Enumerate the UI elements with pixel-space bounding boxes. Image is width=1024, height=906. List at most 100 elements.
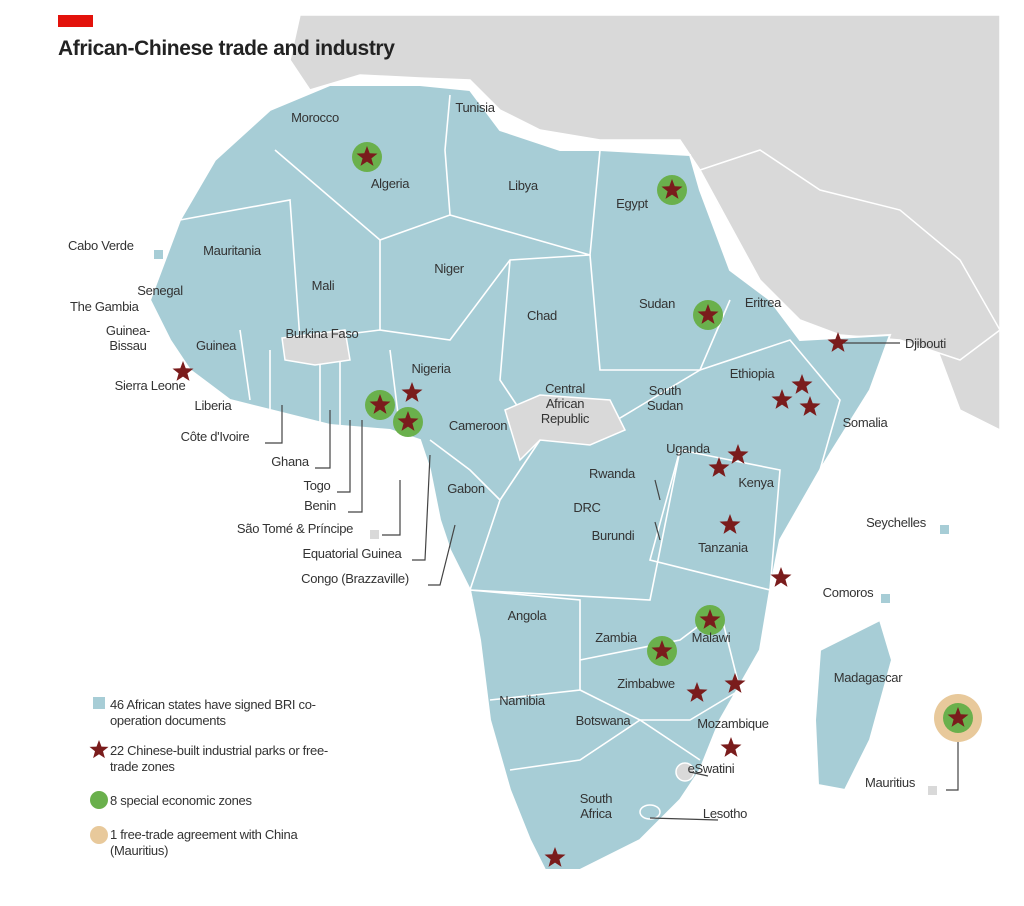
industrial-park-marker: [697, 304, 719, 324]
leader: [265, 405, 283, 444]
country-label: Mozambique: [697, 716, 769, 731]
key: [940, 525, 949, 534]
lesotho: [639, 804, 661, 820]
industrial-park-marker: [699, 609, 721, 629]
country-label: Guinea: [195, 338, 237, 353]
country-label: Algeria: [370, 176, 410, 191]
country-label: Seychelles: [866, 515, 926, 530]
country-label: Sierra Leone: [114, 378, 186, 393]
legend-text: 8 special economic zones: [110, 793, 252, 808]
central-african-republic: [504, 394, 627, 462]
map-title: African-Chinese trade and industry: [58, 37, 395, 60]
country-label: Benin: [304, 498, 336, 513]
border: [239, 329, 501, 501]
country-label: Angola: [507, 608, 547, 623]
country-label: Kenya: [738, 475, 774, 490]
industrial-park-marker: [799, 396, 821, 416]
country-label: Sudan: [638, 296, 676, 311]
leader: [689, 771, 709, 777]
country-label: Eritrea: [744, 295, 782, 310]
country-label: Burkina Faso: [285, 326, 359, 341]
country-label: South Africa: [579, 791, 613, 821]
country-label: The Gambia: [70, 299, 139, 314]
arabian-peninsula: [698, 149, 1001, 361]
industrial-park-marker: [719, 514, 741, 534]
leader: [382, 480, 401, 536]
brand-bar: [58, 15, 93, 27]
industrial-park-marker: [947, 707, 969, 727]
leader: [428, 524, 456, 586]
industrial-park-marker: [727, 444, 749, 464]
country-label: Morocco: [291, 110, 339, 125]
border: [469, 589, 581, 701]
leader: [348, 420, 363, 513]
legend-key-bri: [93, 697, 105, 709]
country-label: Uganda: [666, 441, 710, 456]
legend-text: 46 African states have signed BRI co-ope…: [110, 697, 316, 728]
industrial-park-marker: [771, 389, 793, 409]
country-label: Zambia: [595, 630, 637, 645]
country-label: Somalia: [842, 415, 888, 430]
madagascar: [813, 618, 894, 792]
industrial-park-marker: [369, 394, 391, 414]
country-label: Burundi: [591, 528, 635, 543]
industrial-park-marker: [686, 682, 708, 702]
country-label: Central African Republic: [540, 381, 590, 426]
country-label: Côte d'Ivoire: [180, 429, 250, 444]
border: [589, 254, 731, 371]
country-label: Gabon: [447, 481, 485, 496]
industrial-park-marker: [401, 382, 423, 402]
country-label: Madagascar: [833, 670, 903, 685]
country-label: Togo: [303, 478, 331, 493]
country-label: Libya: [508, 178, 538, 193]
country-label: Rwanda: [589, 466, 635, 481]
industrial-park-marker: [770, 567, 792, 587]
key: [370, 530, 379, 539]
country-label: Liberia: [194, 398, 232, 413]
industrial-park-marker: [661, 179, 683, 199]
border: [699, 339, 841, 471]
industrial-park-marker: [172, 361, 194, 381]
map-markers: [89, 142, 982, 867]
country-label: Chad: [527, 308, 557, 323]
country-label: South Sudan: [646, 383, 684, 413]
industrial-park-marker: [544, 847, 566, 867]
africa-landmass: [148, 84, 892, 871]
country-label: Comoros: [822, 585, 874, 600]
industrial-park-marker: [708, 457, 730, 477]
leader: [412, 454, 431, 561]
key: [881, 594, 890, 603]
industrial-park-marker: [724, 673, 746, 693]
country-label: Namibia: [499, 693, 545, 708]
key: [154, 250, 163, 259]
country-label: Botswana: [575, 713, 631, 728]
country-label: Ghana: [271, 454, 309, 469]
legend-keys: [90, 697, 108, 844]
country-label: Mauritania: [203, 243, 261, 258]
country-label: Lesotho: [702, 806, 748, 821]
industrial-park-marker: [356, 146, 378, 166]
industrial-park-marker: [720, 737, 742, 757]
country-label: DRC: [573, 500, 601, 515]
non-signatory-countries: [281, 329, 695, 782]
industrial-park-marker: [791, 374, 813, 394]
country-label: Nigeria: [411, 361, 451, 376]
country-label: Mauritius: [864, 775, 916, 790]
legend-key-park: [89, 740, 109, 759]
industrial-park-marker: [651, 640, 673, 660]
inline-keys: [154, 250, 949, 795]
legend-key-fta: [90, 826, 108, 844]
leader: [315, 410, 331, 469]
leader: [337, 420, 351, 493]
country-label: Cabo Verde: [68, 238, 134, 253]
country-label: Tanzania: [698, 540, 748, 555]
country-label: Senegal: [137, 283, 183, 298]
border: [379, 240, 591, 341]
industrial-park-marker: [827, 332, 849, 352]
country-label: Djibouti: [905, 336, 946, 351]
country-label: Mali: [311, 278, 335, 293]
leader: [654, 479, 661, 541]
border: [509, 719, 701, 771]
